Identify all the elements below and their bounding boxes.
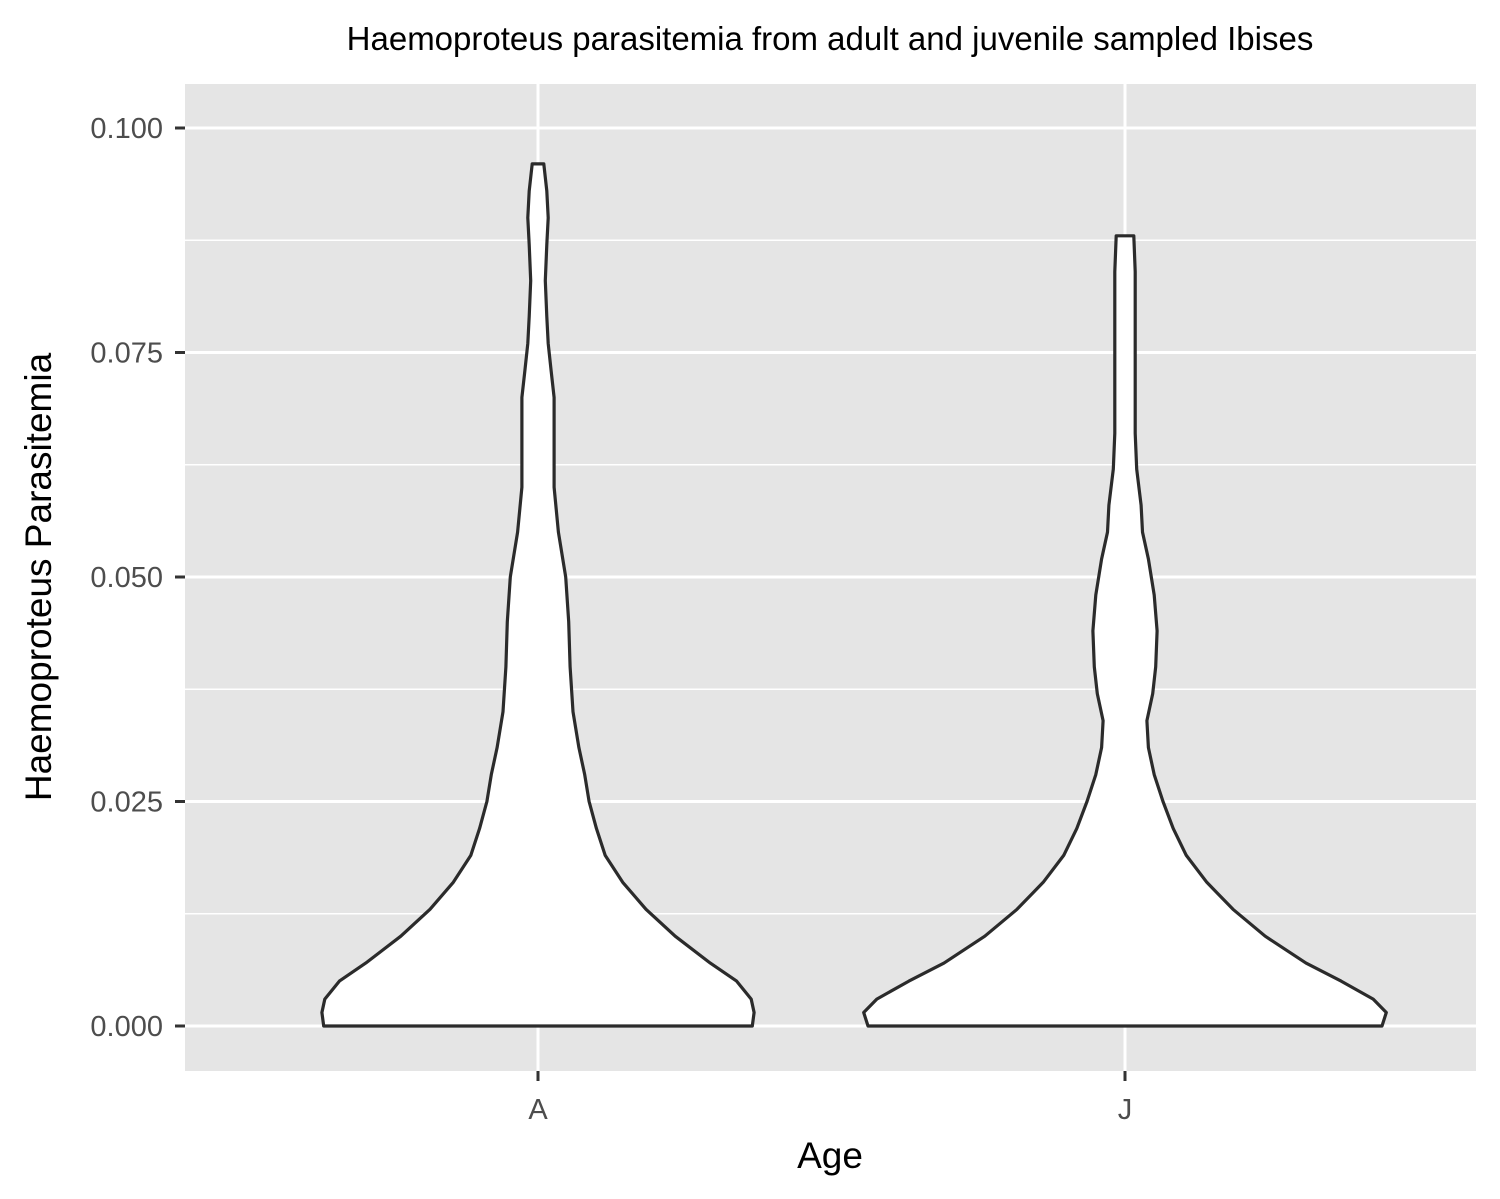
- y-tick-label: 0.025: [90, 787, 163, 819]
- violin-A: [320, 162, 756, 1028]
- x-tick-label: A: [528, 1094, 548, 1126]
- violin-series: [320, 162, 1388, 1028]
- y-axis-title: Haemoproteus Parasitemia: [18, 352, 59, 801]
- y-tick-label: 0.100: [90, 113, 163, 145]
- y-axis: 0.000 0.025 0.050 0.075 0.100: [90, 113, 185, 1043]
- y-tick-label: 0.075: [90, 338, 163, 370]
- y-tick-label: 0.050: [90, 562, 163, 594]
- y-tick-label: 0.000: [90, 1011, 163, 1043]
- x-axis-title: Age: [797, 1135, 863, 1176]
- chart-title: Haemoproteus parasitemia from adult and …: [347, 20, 1314, 57]
- x-tick-label: J: [1118, 1094, 1133, 1126]
- violin-J: [862, 234, 1388, 1028]
